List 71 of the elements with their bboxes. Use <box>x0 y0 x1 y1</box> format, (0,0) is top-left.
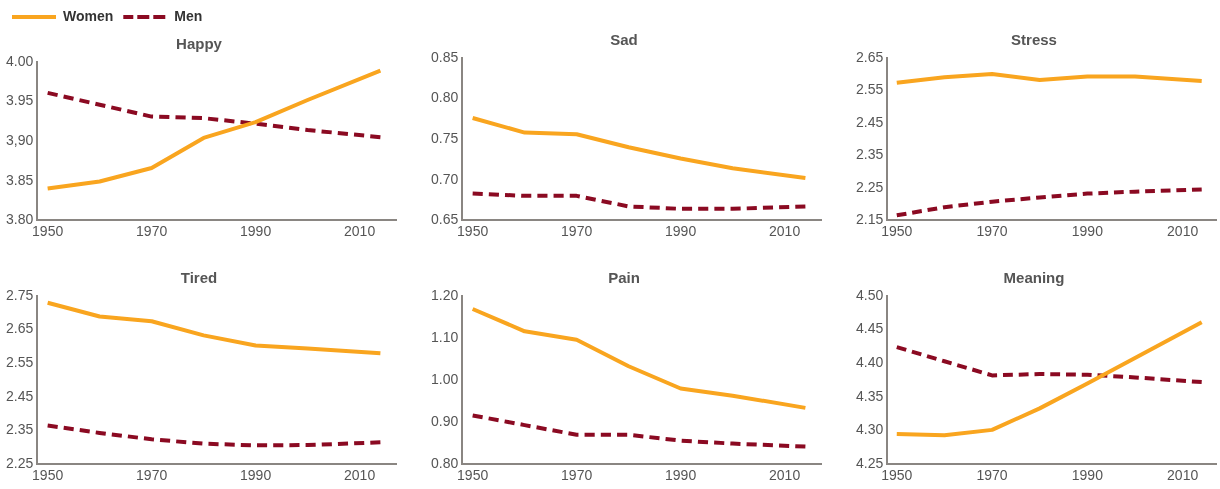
line-series <box>470 413 808 449</box>
x-tick-label: 1970 <box>976 467 1008 484</box>
y-tick-label: 1.00 <box>431 370 459 387</box>
line-series <box>45 90 383 140</box>
y-tick-label: 2.35 <box>6 421 34 438</box>
y-tick-label: 2.25 <box>6 455 34 472</box>
x-tick-label: 1990 <box>1071 467 1104 484</box>
y-tick-label: 2.45 <box>6 387 34 404</box>
x-tick-label: 2010 <box>1167 223 1199 240</box>
y-tick-label: 4.40 <box>856 354 884 371</box>
y-tick-label: 4.00 <box>6 52 34 69</box>
y-tick-label: 1.20 <box>431 286 459 303</box>
line-series <box>894 187 1204 218</box>
x-tick-label: 1950 <box>32 467 64 484</box>
y-tick-label: 4.25 <box>856 455 884 472</box>
y-tick-label: 3.80 <box>6 211 34 228</box>
y-tick-label: 1.10 <box>431 328 459 345</box>
y-tick-label: 0.85 <box>431 48 459 65</box>
chart-title: Tired <box>180 269 218 287</box>
line-series <box>894 345 1204 385</box>
chart-title: Sad <box>610 31 638 49</box>
y-tick-label: 4.45 <box>856 320 884 337</box>
x-tick-label: 1990 <box>665 467 697 484</box>
y-tick-label: 2.65 <box>6 320 34 337</box>
y-tick-label: 2.45 <box>856 113 884 130</box>
chart-title: Meaning <box>1003 269 1065 287</box>
y-tick-label: 4.35 <box>856 387 884 404</box>
x-tick-label: 1950 <box>881 223 913 240</box>
y-tick-label: 4.50 <box>856 286 884 303</box>
x-tick-label: 1970 <box>136 467 168 484</box>
y-tick-label: 2.55 <box>6 354 34 371</box>
x-tick-label: 1990 <box>665 223 697 240</box>
chart-title: Pain <box>608 269 640 287</box>
x-tick-label: 1970 <box>561 467 593 484</box>
x-tick-label: 1970 <box>136 223 168 240</box>
y-tick-label: 0.80 <box>431 89 459 106</box>
y-tick-label: 0.75 <box>431 129 459 146</box>
y-tick-label: 0.70 <box>431 170 459 187</box>
y-tick-label: 0.90 <box>431 413 459 430</box>
x-tick-label: 2010 <box>769 467 801 484</box>
x-tick-label: 1950 <box>881 467 913 484</box>
x-tick-label: 2010 <box>1167 467 1199 484</box>
y-tick-label: 0.80 <box>431 455 459 472</box>
y-tick-label: 2.75 <box>6 286 34 303</box>
y-tick-label: 3.85 <box>6 171 34 188</box>
y-tick-label: 3,90 <box>6 131 34 148</box>
y-tick-label: 4.30 <box>856 421 884 438</box>
x-tick-label: 1950 <box>32 223 64 240</box>
x-tick-label: 2010 <box>769 223 801 240</box>
x-tick-label: 2010 <box>344 467 376 484</box>
x-tick-label: 1990 <box>240 467 272 484</box>
y-tick-label: 2.55 <box>856 81 884 98</box>
line-series <box>45 423 383 448</box>
y-tick-label: 2.65 <box>856 48 884 65</box>
line-series <box>470 191 808 211</box>
y-tick-label: 3.95 <box>6 92 34 109</box>
x-tick-label: 1990 <box>240 223 272 240</box>
x-tick-label: 1970 <box>976 223 1008 240</box>
chart-title: Stress <box>1011 31 1057 49</box>
legend-label: Men <box>174 7 203 24</box>
y-tick-label: 0.65 <box>431 211 459 228</box>
y-tick-label: 2.35 <box>856 146 884 163</box>
x-tick-label: 1990 <box>1071 223 1104 240</box>
chart-title: Happy <box>176 35 223 53</box>
x-tick-label: 2010 <box>344 223 376 240</box>
x-tick-label: 1950 <box>457 223 489 240</box>
y-tick-label: 2.15 <box>856 211 884 228</box>
y-tick-label: 2.25 <box>856 178 884 195</box>
legend-label: Women <box>63 7 114 24</box>
x-tick-label: 1970 <box>561 223 593 240</box>
x-tick-label: 1950 <box>457 467 489 484</box>
